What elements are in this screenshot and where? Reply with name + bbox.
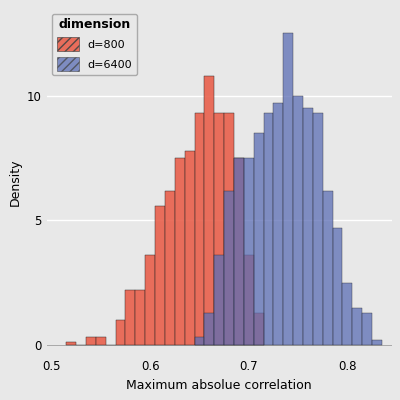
Bar [264, 113, 273, 345]
Bar [204, 76, 214, 345]
Bar [313, 113, 323, 345]
Bar [66, 342, 76, 345]
Bar [372, 340, 382, 345]
Bar [352, 308, 362, 345]
Bar [234, 158, 244, 345]
Bar [224, 113, 234, 345]
Bar [273, 103, 283, 345]
Bar [224, 190, 234, 345]
Bar [254, 133, 264, 345]
Bar [303, 108, 313, 345]
Bar [244, 158, 254, 345]
Bar [165, 190, 175, 345]
Bar [116, 320, 126, 345]
Bar [145, 256, 155, 345]
Bar [323, 190, 332, 345]
Bar [214, 113, 224, 345]
Bar [254, 313, 264, 345]
Bar [244, 256, 254, 345]
Bar [155, 206, 165, 345]
Bar [194, 113, 204, 345]
Bar [194, 336, 204, 345]
Y-axis label: Density: Density [8, 158, 21, 206]
Bar [204, 313, 214, 345]
Bar [283, 33, 293, 345]
Bar [175, 158, 185, 345]
X-axis label: Maximum absolue correlation: Maximum absolue correlation [126, 379, 312, 392]
Bar [214, 256, 224, 345]
Bar [96, 336, 106, 345]
Bar [126, 290, 135, 345]
Bar [86, 336, 96, 345]
Bar [293, 96, 303, 345]
Bar [332, 228, 342, 345]
Bar [135, 290, 145, 345]
Legend: d=800, d=6400: d=800, d=6400 [52, 14, 137, 76]
Bar [362, 313, 372, 345]
Bar [342, 283, 352, 345]
Bar [234, 158, 244, 345]
Bar [185, 150, 194, 345]
